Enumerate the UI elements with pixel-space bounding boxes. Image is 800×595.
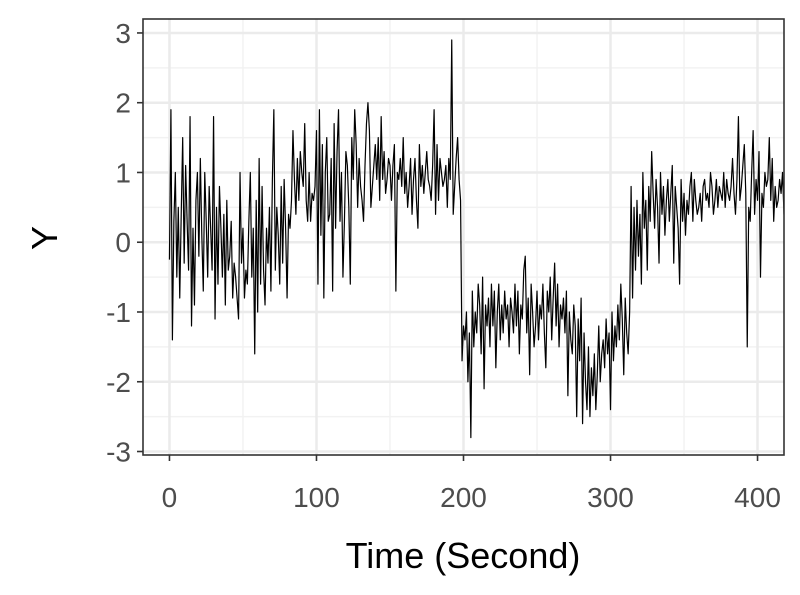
x-axis-tick-labels: 0 100 200 300 400	[162, 482, 781, 513]
x-tick-label: 100	[293, 482, 340, 513]
series-line	[168, 39, 784, 439]
y-tick-label: -1	[106, 297, 131, 328]
y-tick-label: 1	[115, 157, 131, 188]
x-tick-label: 300	[587, 482, 634, 513]
x-axis-title: Time (Second)	[346, 535, 581, 576]
y-tick-label: -3	[106, 437, 131, 468]
x-tick-label: 200	[440, 482, 487, 513]
x-tick-label: 400	[734, 482, 781, 513]
y-tick-label: 2	[115, 88, 131, 119]
y-axis-title: Y	[24, 226, 65, 250]
y-tick-label: 3	[115, 18, 131, 49]
y-tick-label: 0	[115, 227, 131, 258]
y-axis-tick-labels: 3 2 1 0 -1 -2 -3	[106, 18, 131, 468]
x-tick-label: 0	[162, 482, 178, 513]
y-tick-label: -2	[106, 367, 131, 398]
axis-ticks	[137, 32, 759, 461]
